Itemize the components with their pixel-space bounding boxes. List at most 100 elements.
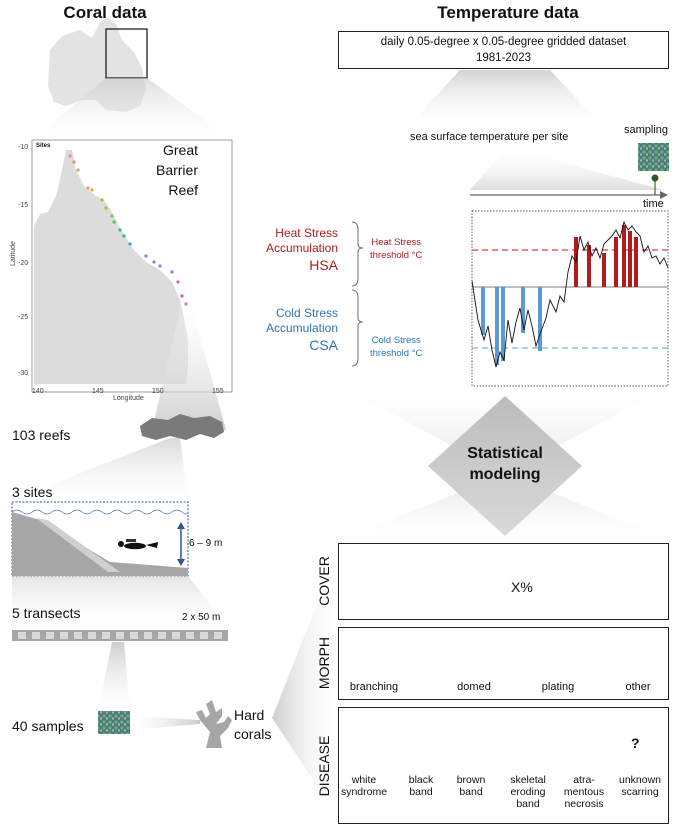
hsa-line-2: Accumulation: [265, 241, 338, 255]
disease-label-line: atra-: [573, 774, 595, 786]
morph-label-domed: domed: [457, 681, 491, 693]
disease-label-line: syndrome: [340, 786, 388, 798]
reefs-count: 103 reefs: [12, 427, 71, 443]
morph-label-other: other: [625, 681, 651, 693]
statistical-modeling-label: Statistical modeling: [445, 443, 565, 485]
map-x-label: Longitude: [113, 395, 144, 402]
heat-threshold-label: Heat Stress threshold °C: [370, 236, 422, 262]
site-points: [68, 154, 188, 306]
disease-label-line: necrosis: [564, 798, 604, 810]
site-diagram: [11, 501, 189, 577]
reef-icon: [140, 414, 224, 440]
disease-label-line: mentous: [563, 786, 605, 798]
disease-label-unknown-scarring: unknown scarring: [610, 774, 670, 798]
heat-threshold-line-2: threshold °C: [370, 250, 423, 261]
disease-label-line: white: [351, 774, 377, 786]
map-label-line-3: Reef: [168, 182, 198, 198]
lat-tick: -25: [18, 314, 29, 321]
lat-tick: -10: [18, 144, 29, 151]
temperature-data-header: Temperature data: [437, 3, 579, 22]
morph-title: MORPH: [316, 636, 332, 690]
sample-photo: [98, 711, 130, 734]
lon-tick: 155: [212, 388, 224, 395]
disease-label-line: scarring: [621, 786, 659, 798]
morph-panel: [338, 627, 669, 700]
lat-tick: -15: [18, 202, 29, 209]
sites-count: 3 sites: [12, 484, 53, 500]
sampling-label: sampling: [624, 124, 669, 136]
heat-threshold-line-1: Heat Stress: [371, 237, 422, 248]
disease-label-line: eroding: [510, 786, 546, 798]
transect-size: 2 x 50 m: [182, 612, 221, 623]
hard-coral-icon: [196, 700, 232, 748]
samples-count: 40 samples: [12, 718, 84, 734]
lon-tick: 140: [32, 388, 44, 395]
hard-corals-label: Hard corals: [234, 706, 271, 744]
coral-data-header: Coral data: [63, 3, 147, 22]
cold-stress-bars: [481, 287, 542, 365]
sites-map: [31, 139, 233, 393]
model-line-2: modeling: [469, 466, 541, 483]
timeline-axis: [470, 174, 668, 199]
question-mark-icon: ?: [631, 735, 640, 751]
map-label-line-2: Barrier: [155, 162, 198, 178]
hard-corals-line-1: Hard: [234, 707, 265, 723]
dataset-line-1: daily 0.05-degree x 0.05-degree gridded …: [380, 36, 627, 48]
sst-label: sea surface temperature per site: [410, 131, 569, 143]
disease-label-atramentous-necrosis: atra- mentous necrosis: [556, 774, 612, 810]
great-barrier-reef-label: Great Barrier Reef: [140, 140, 198, 200]
disease-label-line: band: [409, 786, 433, 798]
disease-label-brown-band: brown band: [446, 774, 496, 798]
map-y-label: Latitude: [9, 241, 17, 266]
disease-label-white-syndrome: white syndrome: [334, 774, 394, 798]
hsa-abbreviation: HSA: [309, 257, 338, 273]
map-title: Sites: [36, 143, 51, 149]
transects-count: 5 transects: [12, 605, 81, 621]
disease-label-line: unknown: [618, 774, 662, 786]
disease-title: DISEASE: [316, 735, 332, 797]
sampling-photo: [638, 143, 669, 171]
temperature-chart: [471, 210, 669, 387]
time-label: time: [643, 198, 664, 210]
csa-abbreviation: CSA: [309, 337, 338, 353]
disease-label-line: black: [408, 774, 434, 786]
csa-line-2: Accumulation: [265, 321, 338, 335]
cover-panel: [338, 543, 669, 620]
map-label-line-1: Great: [162, 142, 198, 158]
disease-label-line: brown: [456, 774, 486, 786]
disease-label-line: band: [516, 798, 540, 810]
hsa-label: Heat Stress Accumulation HSA: [244, 226, 338, 274]
hsa-line-1: Heat Stress: [275, 226, 338, 240]
depth-label: 6 – 9 m: [189, 538, 223, 549]
dataset-box: daily 0.05-degree x 0.05-degree gridded …: [338, 31, 669, 69]
cold-threshold-line-2: threshold °C: [370, 348, 423, 359]
disease-panel: [338, 707, 669, 824]
disease-label-black-band: black band: [396, 774, 446, 798]
statistical-modeling-diamond: [428, 396, 582, 536]
sampling-marker: [651, 174, 659, 182]
diver-icon: [118, 539, 158, 550]
lat-tick: -20: [18, 260, 29, 267]
cover-title: COVER: [316, 556, 332, 606]
cold-threshold-line-1: Cold Stress: [371, 335, 421, 346]
lat-tick: -30: [18, 370, 29, 377]
heat-stress-bars: [574, 225, 638, 287]
morph-label-plating: plating: [541, 681, 575, 693]
dataset-line-2: 1981-2023: [476, 52, 531, 64]
depth-arrow: [177, 522, 185, 566]
lon-tick: 145: [92, 388, 104, 395]
hard-corals-line-2: corals: [234, 726, 272, 742]
cold-threshold-label: Cold Stress threshold °C: [370, 334, 422, 360]
morph-label-branching: branching: [349, 681, 399, 693]
disease-label-line: skeletal: [510, 774, 546, 786]
transects-bar: [12, 630, 228, 641]
disease-label-line: band: [459, 786, 483, 798]
cover-value: X%: [511, 579, 533, 595]
sst-line: [471, 220, 669, 368]
model-line-1: Statistical: [467, 445, 543, 462]
csa-brace: [351, 289, 364, 367]
csa-label: Cold Stress Accumulation CSA: [244, 306, 338, 354]
hsa-brace: [351, 221, 364, 287]
csa-line-1: Cold Stress: [275, 306, 338, 320]
